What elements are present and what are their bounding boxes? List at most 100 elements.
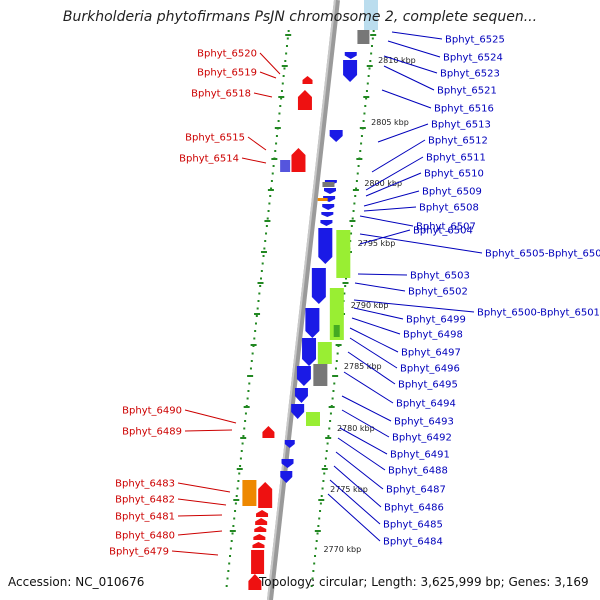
coordinate-tick-label: 2780 kbp [337, 424, 375, 433]
forward-gene-label-text: Bphyt_6481 [115, 512, 175, 523]
ring-dash [370, 34, 377, 36]
ring-dash [352, 189, 359, 191]
reverse-gene-label: Bphyt_6487 [335, 451, 446, 496]
ring-dot [249, 367, 252, 370]
coordinate-tick: 2810 kbp [376, 55, 422, 65]
ring-dot [242, 435, 245, 437]
reverse-gene-label-text: Bphyt_6523 [440, 69, 500, 80]
ring-dot [253, 337, 256, 340]
ring-dash [281, 65, 288, 67]
reverse-gene-arrow [281, 459, 294, 468]
ring-dot [362, 120, 365, 122]
forward-gene-arrow [255, 518, 268, 525]
ring-dot [350, 232, 353, 235]
reverse-gene-label-text: Bphyt_6500-Bphyt_6501 [477, 308, 600, 319]
green-feature [317, 342, 332, 364]
ring-dot [246, 397, 249, 400]
ring-dot [324, 465, 327, 467]
ring-dot [326, 442, 329, 445]
reverse-gene-label-text: Bphyt_6513 [431, 120, 491, 131]
ring-dash [243, 406, 250, 408]
coordinate-tick-label: 2790 kbp [351, 301, 389, 310]
leader-line [184, 429, 233, 432]
ring-dot [336, 352, 339, 355]
ring-dash [247, 375, 254, 377]
forward-gene-label-text: Bphyt_6515 [185, 133, 245, 144]
reverse-gene-arrow [344, 52, 357, 59]
coordinate-tick: 2785 kbp [341, 361, 388, 371]
ring-dot [334, 367, 337, 370]
ring-dot [231, 532, 234, 535]
ring-dot [228, 562, 231, 565]
coordinate-tick-bg [341, 361, 388, 371]
reverse-gene-label-text: Bphyt_6499 [406, 315, 466, 326]
ring-dot [360, 135, 363, 137]
coordinate-tick-label: 2785 kbp [344, 362, 382, 371]
leader-line [259, 71, 277, 79]
ring-dash [366, 65, 373, 67]
forward-gene-arrow [254, 526, 267, 532]
coordinate-tick: 2770 kbp [321, 544, 368, 554]
ring-dot [239, 457, 242, 460]
ring-dash [325, 437, 332, 439]
leader-line [341, 409, 390, 438]
ring-dot [364, 105, 367, 107]
ring-dot [372, 30, 375, 32]
green-feature [336, 230, 351, 278]
ring-dot [319, 502, 322, 505]
forward-gene-label-text: Bphyt_6483 [115, 479, 175, 490]
reverse-gene-label: Bphyt_6493 [341, 395, 454, 428]
coordinate-tick-bg [321, 544, 368, 554]
ring-dot [352, 210, 355, 212]
ring-dot [314, 555, 317, 557]
coordinate-tick: 2780 kbp [334, 423, 381, 433]
ring-dot [325, 450, 328, 452]
grey-feature [313, 364, 328, 386]
ring-dot [335, 360, 338, 362]
reverse-gene-label: Bphyt_6523 [383, 55, 500, 80]
leader-line [341, 395, 392, 422]
reverse-gene-label: Bphyt_6492 [341, 409, 452, 444]
reverse-gene-label-text: Bphyt_6516 [434, 104, 494, 115]
reverse-gene-label-text: Bphyt_6524 [443, 53, 503, 64]
reverse-gene-label-text: Bphyt_6503 [410, 271, 470, 282]
leader-line [335, 451, 384, 490]
ring-dot [359, 150, 362, 152]
ring-dot [243, 427, 246, 430]
reverse-gene-label: Bphyt_6494 [343, 371, 456, 410]
ring-dot [323, 472, 326, 475]
ring-dot [285, 52, 288, 55]
leader-line [359, 229, 411, 245]
ring-dot [284, 60, 287, 62]
ring-dot [250, 360, 253, 362]
forward-gene-arrow [253, 534, 266, 540]
ring-dot [260, 277, 263, 280]
ring-dot [254, 330, 257, 332]
ring-dot [251, 352, 254, 355]
forward-gene-arrow [256, 510, 269, 517]
forward-gene-label-text: Bphyt_6479 [109, 547, 169, 558]
ring-dot [271, 172, 274, 175]
ring-dot [229, 555, 232, 557]
forward-gene-label-text: Bphyt_6514 [179, 154, 239, 165]
leader-line [359, 215, 414, 227]
reverse-gene-arrow [302, 338, 317, 366]
forward-gene-arrow [248, 574, 262, 590]
ring-dot [227, 570, 230, 572]
purple-feature [280, 160, 291, 172]
ring-dot [357, 165, 360, 167]
reverse-gene-label-text: Bphyt_6502 [408, 287, 468, 298]
ring-dash [264, 220, 271, 222]
upper-feature-block [364, 0, 378, 30]
accession-text: Accession: NC_010676 [8, 575, 145, 589]
reverse-gene-label: Bphyt_6499 [353, 307, 466, 326]
coordinate-tick-bg [362, 178, 408, 188]
forward-gene-arrow [258, 482, 273, 508]
ring-dot [237, 480, 240, 482]
backbone-highlight [267, 0, 336, 600]
reverse-gene-arrow [284, 440, 295, 448]
reverse-gene-label-text: Bphyt_6510 [424, 169, 484, 180]
coordinate-tick-bg [376, 55, 422, 65]
ring-dash [254, 313, 261, 315]
coordinate-tick-label: 2770 kbp [323, 545, 361, 554]
